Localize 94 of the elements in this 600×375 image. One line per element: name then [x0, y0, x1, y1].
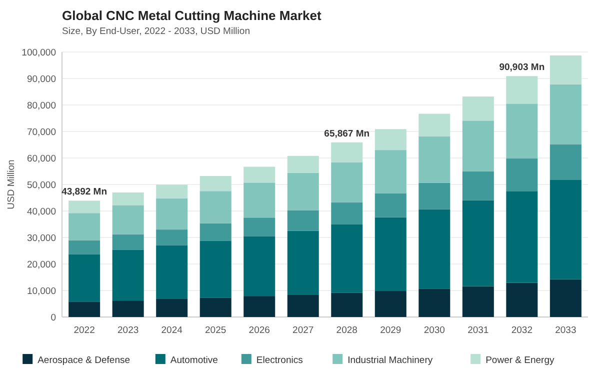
bar [506, 158, 538, 192]
bar [68, 213, 100, 240]
bar [200, 191, 232, 224]
bar [331, 292, 363, 317]
bar [331, 224, 363, 293]
bar [331, 202, 363, 225]
bar [418, 136, 450, 183]
x-tick-label: 2031 [468, 325, 489, 336]
bar [550, 180, 582, 280]
y-tick-label: 0 [50, 312, 56, 324]
bar [550, 55, 582, 84]
y-tick-label: 70,000 [26, 126, 56, 138]
bar [68, 240, 100, 254]
bar [462, 120, 494, 172]
bar [68, 200, 100, 214]
bar [418, 114, 450, 136]
bar [550, 144, 582, 180]
bar [112, 250, 144, 301]
x-tick-label: 2027 [292, 325, 314, 336]
bar [112, 192, 144, 206]
bar [374, 129, 406, 150]
y-tick-label: 100,000 [22, 47, 56, 58]
y-tick-label: 30,000 [26, 232, 56, 244]
chart-title: Global CNC Metal Cutting Machine Market [62, 8, 322, 23]
x-tick-label: 2022 [74, 325, 95, 336]
y-tick-label: 60,000 [26, 153, 56, 164]
y-axis-title: USD Million [6, 160, 17, 210]
bar [462, 286, 494, 317]
bar [331, 162, 363, 202]
bar [418, 182, 450, 210]
legend-label: Industrial Machinery [348, 355, 433, 366]
bar [156, 184, 188, 198]
bar [462, 200, 494, 286]
bar [156, 230, 188, 246]
bar [287, 295, 319, 317]
bar [68, 302, 100, 317]
bar [287, 210, 319, 231]
y-tick-label: 20,000 [26, 259, 56, 270]
x-tick-label: 2025 [205, 325, 226, 336]
bar [200, 298, 232, 317]
bar [244, 236, 276, 296]
bar [418, 209, 450, 289]
y-tick-label: 80,000 [26, 100, 56, 112]
bar [506, 191, 538, 283]
bar [156, 198, 188, 230]
x-tick-label: 2024 [161, 325, 182, 336]
bar [506, 282, 538, 317]
bar [244, 218, 276, 236]
bar [287, 172, 319, 210]
x-tick-label: 2026 [248, 325, 270, 336]
x-tick-label: 2033 [555, 325, 576, 336]
chart-subtitle: Size, By End-User, 2022 - 2033, USD Million [62, 26, 250, 37]
bar [200, 240, 232, 298]
bar [68, 254, 100, 302]
bar [112, 234, 144, 250]
bar [331, 142, 363, 162]
bar [287, 156, 319, 173]
y-tick-label: 40,000 [26, 206, 56, 218]
bar [374, 291, 406, 317]
legend-label: Aerospace & Defense [38, 355, 130, 366]
annotation: 43,892 Mn [62, 186, 108, 198]
bar [200, 176, 232, 192]
y-tick-label: 10,000 [26, 286, 56, 297]
bar [462, 172, 494, 200]
bar [244, 166, 276, 183]
bar [550, 279, 582, 317]
legend-label: Automotive [170, 355, 218, 366]
x-tick-label: 2028 [336, 325, 358, 336]
bar [156, 245, 188, 299]
annotation: 90,903 Mn [499, 62, 545, 74]
bar [506, 104, 538, 159]
bar [200, 223, 232, 241]
x-tick-label: 2030 [424, 325, 445, 336]
bar [287, 230, 319, 296]
y-tick-label: 90,000 [26, 74, 56, 85]
bar [462, 96, 494, 121]
bar [112, 300, 144, 317]
bar [156, 298, 188, 317]
bar [244, 296, 276, 317]
x-tick-label: 2023 [118, 325, 139, 336]
annotation: 65,867 Mn [324, 128, 370, 140]
legend-label: Electronics [256, 355, 304, 366]
bar [374, 217, 406, 292]
bar [418, 288, 450, 317]
bar [374, 194, 406, 218]
y-tick-label: 50,000 [26, 180, 56, 191]
bar [374, 150, 406, 194]
legend-label: Power & Energy [486, 355, 554, 366]
bar [112, 205, 144, 234]
bar [506, 76, 538, 104]
bar [550, 84, 582, 144]
x-tick-label: 2029 [380, 325, 402, 336]
bar [244, 182, 276, 218]
x-tick-label: 2032 [511, 325, 532, 336]
